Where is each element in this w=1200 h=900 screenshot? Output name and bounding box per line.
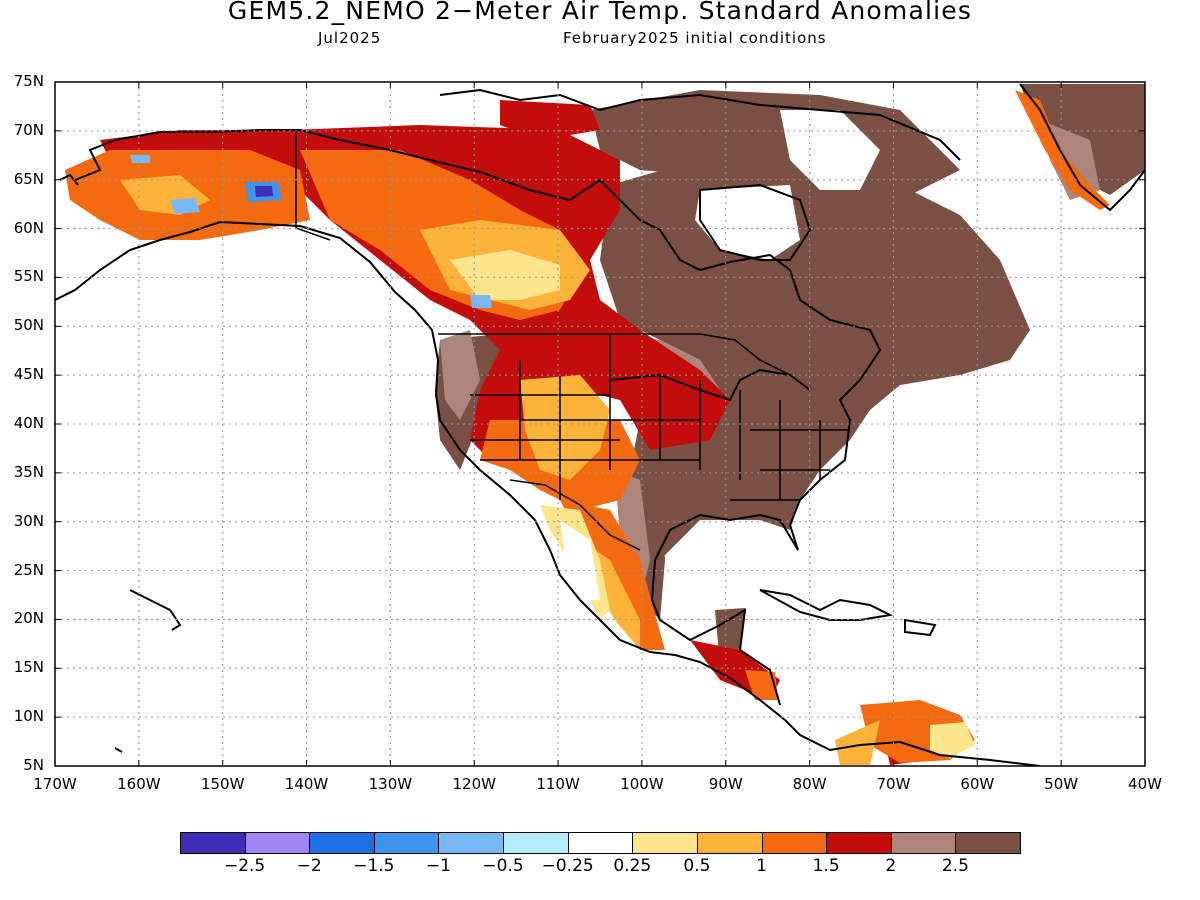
cold-anomaly-alaska-1 [170,198,200,214]
lat-tick-label: 10N [13,707,44,726]
warm-anomaly-honduras [745,670,778,700]
colorbar-label: 1 [756,856,767,876]
warm-anomaly-arctic-islands [500,100,600,140]
lon-tick-label: 100W [620,775,664,793]
map-title: GEM5.2_NEMO 2−Meter Air Temp. Standard A… [227,0,973,25]
lon-tick-label: 60W [960,775,995,793]
lat-tick-label: 75N [13,72,44,90]
lon-tick-label: 90W [708,775,743,793]
colorbar-label: −0.5 [482,856,524,876]
lon-tick-label: 130W [368,775,413,793]
lat-tick-label: 40N [13,414,44,432]
colorbar-label: 1.5 [812,856,840,876]
axis-ticks [54,81,1146,767]
colorbar-swatch [826,832,892,854]
colorbar-swatch [632,832,698,854]
lon-tick-label: 170W [33,775,77,793]
lon-tick-label: 160W [117,775,161,793]
slight-warm-anomaly-south-america [930,722,975,758]
lon-tick-label: 120W [452,775,496,793]
colorbar-swatch [955,832,1021,854]
neutral-hudson-bay [695,185,800,260]
lat-tick-label: 65N [13,169,44,188]
colorbar-label: 2.5 [941,856,969,876]
cold-anomaly-alaska-4 [130,155,150,163]
colorbar-swatch [438,832,505,854]
colorbar-label: 2 [885,856,897,876]
strong-warm-anomaly-east [600,160,1030,560]
lon-tick-label: 150W [200,775,245,793]
lat-tick-label: 55N [13,267,44,286]
colorbar-swatch [180,832,246,854]
lat-tick-label: 45N [13,365,44,384]
mild-warm-anomaly-plains [520,375,610,480]
colorbar-swatch [761,832,828,854]
mild-warm-anomaly-south-america [835,720,880,765]
colorbar-label: −2.5 [223,856,266,876]
lat-tick-label: 15N [13,658,44,677]
colorbar-swatch [309,832,375,854]
warm-anomaly-greenland-coast [1015,90,1110,210]
lon-tick-label: 80W [792,775,827,793]
colorbar-label: 0.5 [683,856,711,876]
neutral-mexico-west [560,520,600,600]
slight-warm-anomaly-canada [450,250,560,300]
anomaly-fill [65,84,1145,765]
lat-tick-label: 30N [13,511,44,530]
colorbar-swatch [696,832,763,854]
lon-tick-label: 50W [1044,775,1079,793]
forecast-month: Jul2025 [318,29,382,47]
lon-tick-label: 110W [536,775,580,793]
colorbar-swatch [890,832,957,854]
colorbar-swatch [244,832,311,854]
lat-tick-label: 25N [13,560,44,579]
lat-tick-label: 35N [13,462,44,481]
warm-anomaly-pnw [440,330,480,420]
gridlines [55,82,1145,766]
colorbar-swatch [373,832,440,854]
colorbar-label: −2 [296,856,322,876]
cold-anomaly-alaska-3 [255,186,273,197]
cold-anomaly-bc [470,295,492,308]
political-borders [295,130,850,551]
neutral-north [780,110,880,190]
colorbar-label: −1 [425,856,451,876]
lon-tick-label: 140W [284,775,329,793]
colorbar-label: 0.25 [613,856,652,876]
lat-tick-label: 50N [13,316,44,335]
colorbar-swatch [503,832,569,854]
colorbar-label: −1.5 [353,856,395,876]
lon-tick-label: 70W [876,775,911,793]
colorbar-swatch [567,832,634,854]
lon-tick-label: 40W [1128,775,1162,793]
lat-tick-label: 70N [13,120,44,139]
lat-tick-label: 20N [13,609,44,628]
coastlines [55,83,1145,766]
lat-tick-label: 5N [23,756,44,774]
lat-tick-label: 60N [13,218,44,237]
colorbar-label: −0.25 [541,856,594,876]
initial-conditions: February2025 initial conditions [563,29,827,47]
